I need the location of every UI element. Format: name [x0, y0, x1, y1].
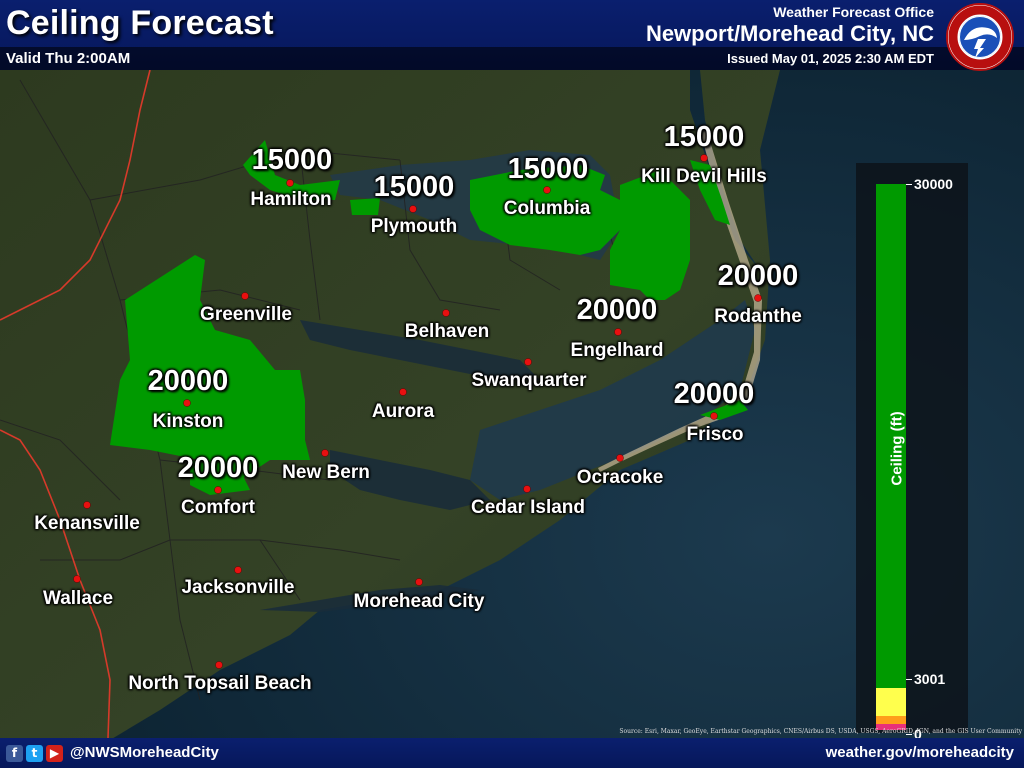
- city-dot-ocracoke: [616, 454, 624, 462]
- valid-time: Valid Thu 2:00AM: [6, 50, 131, 67]
- nws-logo: [946, 3, 1014, 71]
- office-label: Weather Forecast Office: [773, 4, 934, 20]
- city-label-engelhard: Engelhard: [570, 340, 664, 361]
- city-label-north-topsail-beach: North Topsail Beach: [128, 673, 312, 694]
- map-attribution: Source: Esri, Maxar, GeoEye, Earthstar G…: [619, 728, 1022, 735]
- legend-seg-mid: [876, 688, 906, 716]
- city-dot-new-bern: [321, 449, 329, 457]
- city-dot-belhaven: [442, 309, 450, 317]
- city-label-comfort: Comfort: [181, 497, 255, 518]
- state-lines: [0, 69, 151, 739]
- value-kinston: 20000: [147, 365, 229, 397]
- city-label-hamilton: Hamilton: [250, 189, 332, 210]
- area-comfort: [190, 460, 250, 495]
- city-dots: [73, 154, 762, 669]
- city-dot-kill-devil: [700, 154, 708, 162]
- city-label-belhaven: Belhaven: [404, 321, 490, 342]
- city-dot-columbia: [543, 186, 551, 194]
- city-dot-kinston: [183, 399, 191, 407]
- city-dot-cedar-island: [523, 485, 531, 493]
- city-label-cedar-island: Cedar Island: [470, 497, 586, 518]
- city-label-plymouth: Plymouth: [370, 216, 458, 237]
- website-link[interactable]: weather.gov/moreheadcity: [825, 744, 1014, 761]
- legend-panel: [856, 163, 968, 733]
- city-label-kill-devil-hills: Kill Devil Hills: [641, 166, 767, 187]
- city-dot-swanquarter: [524, 358, 532, 366]
- legend-tick-bottom: 0: [906, 726, 922, 742]
- page-title: Ceiling Forecast: [6, 4, 274, 42]
- forecast-areas: [110, 140, 748, 495]
- area-kinston: [110, 255, 310, 480]
- city-dot-topsail: [215, 661, 223, 669]
- city-dot-comfort: [214, 486, 222, 494]
- legend-tick-top: 30000: [906, 176, 953, 192]
- city-dot-frisco: [710, 412, 718, 420]
- bogue-sound: [260, 585, 480, 612]
- city-label-frisco: Frisco: [686, 424, 744, 445]
- city-label-aurora: Aurora: [371, 401, 435, 422]
- issued-time: Issued May 01, 2025 2:30 AM EDT: [727, 51, 934, 66]
- value-engelhard: 20000: [576, 294, 658, 326]
- legend-title: Ceiling (ft): [888, 411, 906, 486]
- city-label-new-bern: New Bern: [282, 462, 370, 483]
- value-kill-devil-hills: 15000: [663, 121, 745, 153]
- pamlico-river: [300, 320, 540, 380]
- legend-seg-lowest: [876, 724, 906, 730]
- city-label-columbia: Columbia: [503, 198, 591, 219]
- twitter-icon[interactable]: t: [26, 745, 43, 762]
- city-dot-morehead: [415, 578, 423, 586]
- legend-tick-mid: 3001: [905, 671, 946, 687]
- social-handle[interactable]: @NWSMoreheadCity: [70, 744, 219, 761]
- area-hamilton: [243, 140, 340, 200]
- facebook-icon[interactable]: f: [6, 745, 23, 762]
- legend-seg-high: [876, 184, 906, 688]
- youtube-icon[interactable]: ▶: [46, 745, 63, 762]
- value-columbia: 15000: [507, 153, 589, 185]
- value-plymouth: 15000: [373, 171, 455, 203]
- area-plymouth: [350, 198, 380, 215]
- city-dot-wallace: [73, 575, 81, 583]
- office-name: Newport/Morehead City, NC: [645, 21, 934, 46]
- city-dot-hamilton: [286, 179, 294, 187]
- pamlico-sound: [470, 300, 755, 500]
- city-label-swanquarter: Swanquarter: [471, 370, 587, 391]
- city-label-ocracoke: Ocracoke: [576, 467, 664, 488]
- value-rodanthe: 20000: [717, 260, 799, 292]
- value-frisco: 20000: [673, 378, 755, 410]
- area-kill-devil-north: [690, 160, 730, 225]
- city-label-kenansville: Kenansville: [34, 513, 140, 534]
- city-label-wallace: Wallace: [42, 588, 114, 609]
- city-dot-engelhard: [614, 328, 622, 336]
- city-label-greenville: Greenville: [200, 304, 292, 325]
- value-hamilton: 15000: [251, 144, 333, 176]
- footer-bar: [0, 738, 1024, 768]
- legend-color-bar: [876, 184, 906, 730]
- city-label-rodanthe: Rodanthe: [714, 306, 802, 327]
- city-label-morehead-city: Morehead City: [353, 591, 485, 612]
- social-icons: f t ▶: [6, 745, 63, 762]
- city-dot-aurora: [399, 388, 407, 396]
- area-kill-devil: [610, 170, 690, 300]
- city-label-jacksonville: Jacksonville: [181, 577, 295, 598]
- city-dot-kenansville: [83, 501, 91, 509]
- city-dot-greenville: [241, 292, 249, 300]
- area-columbia: [470, 165, 620, 255]
- header-strip: [0, 47, 1024, 70]
- value-comfort: 20000: [177, 452, 259, 484]
- city-dot-plymouth: [409, 205, 417, 213]
- city-label-kinston: Kinston: [152, 411, 224, 432]
- city-dot-rodanthe: [754, 294, 762, 302]
- neuse-river: [330, 450, 490, 510]
- legend-seg-low: [876, 716, 906, 724]
- city-dot-jacksonville: [234, 566, 242, 574]
